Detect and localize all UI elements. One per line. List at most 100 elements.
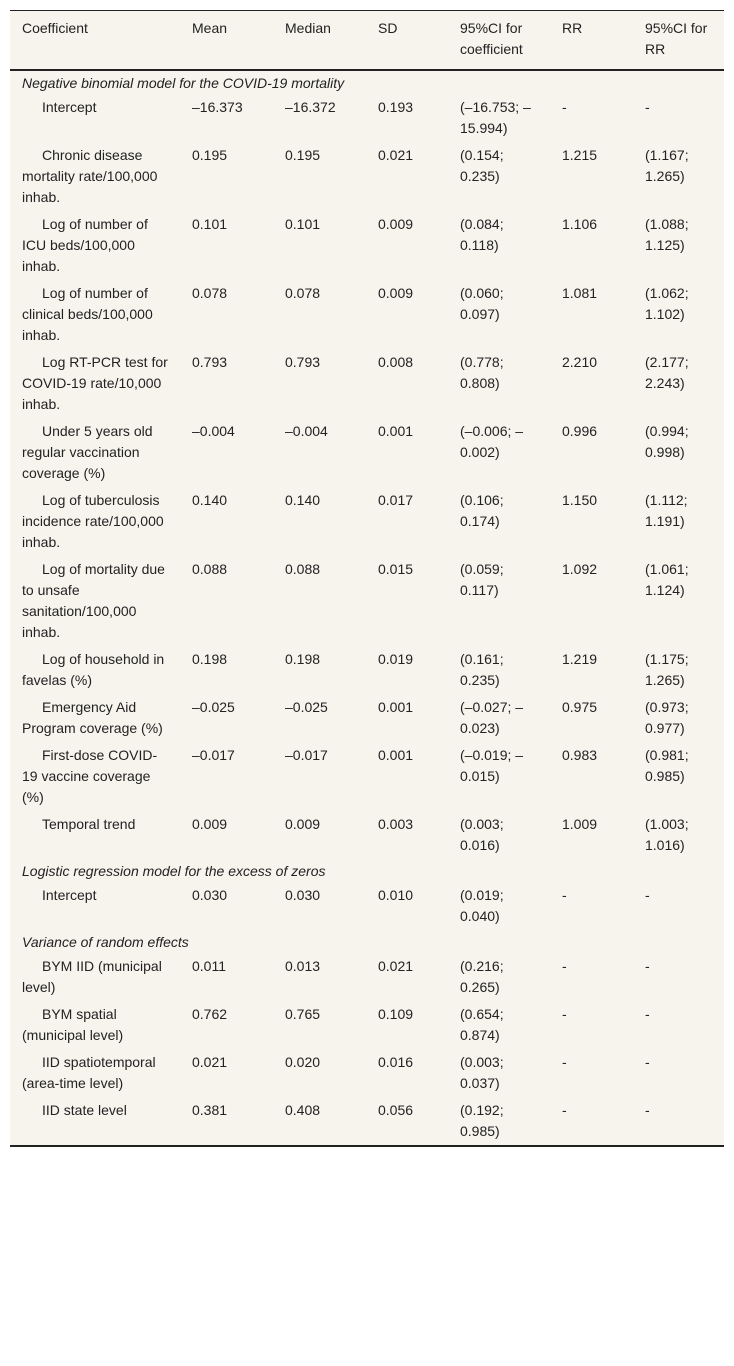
coefficient-table: Coefficient Mean Median SD 95%CI for coeffic… bbox=[10, 10, 724, 1147]
cell-rr: 1.106 bbox=[562, 216, 598, 232]
cell-sd: 0.009 bbox=[378, 285, 414, 301]
cell-ci-coefficient: (–0.006; –0.002) bbox=[460, 423, 524, 460]
table-row: BYM IID (municipal level) 0.011 0.013 0.021… bbox=[10, 953, 724, 1001]
cell-coefficient: IID state level bbox=[42, 1102, 127, 1118]
cell-sd: 0.056 bbox=[378, 1102, 414, 1118]
cell-sd: 0.109 bbox=[378, 1006, 414, 1022]
header-mean: Mean bbox=[180, 10, 273, 71]
cell-ci-coefficient: (–16.753; –15.994) bbox=[460, 99, 531, 136]
cell-median: –0.017 bbox=[285, 747, 328, 763]
cell-ci-rr: (2.177; 2.243) bbox=[645, 354, 689, 391]
cell-coefficient: Chronic disease mortality rate/100,000 i… bbox=[22, 147, 158, 205]
cell-median: 0.195 bbox=[285, 147, 321, 163]
cell-median: 0.078 bbox=[285, 285, 321, 301]
cell-sd: 0.193 bbox=[378, 99, 414, 115]
cell-ci-rr: (0.981; 0.985) bbox=[645, 747, 689, 784]
cell-rr: 1.009 bbox=[562, 816, 598, 832]
cell-ci-coefficient: (0.059; 0.117) bbox=[460, 561, 504, 598]
cell-rr: 1.215 bbox=[562, 147, 598, 163]
header-median: Median bbox=[273, 10, 366, 71]
header-rr: RR bbox=[550, 10, 633, 71]
table-row: Log of household in favelas (%) 0.198 0.19… bbox=[10, 646, 724, 694]
cell-ci-coefficient: (0.084; 0.118) bbox=[460, 216, 504, 253]
cell-rr: - bbox=[562, 958, 567, 974]
cell-median: –16.372 bbox=[285, 99, 336, 115]
cell-median: 0.088 bbox=[285, 561, 321, 577]
cell-rr: 0.996 bbox=[562, 423, 598, 439]
cell-coefficient: Under 5 years old regular vaccination co… bbox=[22, 423, 153, 481]
cell-coefficient: IID spatiotemporal (area-time level) bbox=[22, 1054, 156, 1091]
cell-rr: 0.983 bbox=[562, 747, 598, 763]
cell-mean: 0.011 bbox=[192, 958, 226, 974]
cell-ci-rr: - bbox=[645, 1006, 650, 1022]
cell-sd: 0.001 bbox=[378, 699, 414, 715]
cell-median: 0.198 bbox=[285, 651, 321, 667]
cell-sd: 0.021 bbox=[378, 958, 414, 974]
cell-sd: 0.010 bbox=[378, 887, 414, 903]
cell-coefficient: BYM spatial (municipal level) bbox=[22, 1006, 124, 1043]
cell-median: 0.140 bbox=[285, 492, 321, 508]
cell-ci-rr: (1.003; 1.016) bbox=[645, 816, 689, 853]
cell-coefficient: Log of number of ICU beds/100,000 inhab. bbox=[22, 216, 148, 274]
cell-mean: 0.030 bbox=[192, 887, 228, 903]
cell-ci-coefficient: (0.154; 0.235) bbox=[460, 147, 504, 184]
cell-rr: - bbox=[562, 1006, 567, 1022]
cell-median: 0.408 bbox=[285, 1102, 321, 1118]
cell-mean: 0.021 bbox=[192, 1054, 228, 1070]
cell-ci-coefficient: (0.161; 0.235) bbox=[460, 651, 504, 688]
cell-mean: 0.078 bbox=[192, 285, 228, 301]
cell-sd: 0.019 bbox=[378, 651, 414, 667]
cell-mean: –16.373 bbox=[192, 99, 243, 115]
cell-mean: 0.088 bbox=[192, 561, 228, 577]
cell-mean: 0.198 bbox=[192, 651, 228, 667]
cell-rr: 1.081 bbox=[562, 285, 598, 301]
cell-coefficient: BYM IID (municipal level) bbox=[22, 958, 162, 995]
cell-ci-coefficient: (0.060; 0.097) bbox=[460, 285, 504, 322]
cell-mean: –0.025 bbox=[192, 699, 235, 715]
cell-ci-coefficient: (0.654; 0.874) bbox=[460, 1006, 504, 1043]
cell-median: –0.025 bbox=[285, 699, 328, 715]
table-row: Intercept 0.030 0.030 0.010 (0.019; 0.040) - - bbox=[10, 882, 724, 930]
header-row: Coefficient Mean Median SD 95%CI for coeffic… bbox=[10, 10, 724, 71]
cell-ci-rr: (0.994; 0.998) bbox=[645, 423, 689, 460]
cell-mean: 0.009 bbox=[192, 816, 228, 832]
cell-mean: –0.017 bbox=[192, 747, 235, 763]
cell-ci-rr: (1.112; 1.191) bbox=[645, 492, 688, 529]
cell-rr: 2.210 bbox=[562, 354, 598, 370]
cell-mean: 0.793 bbox=[192, 354, 228, 370]
cell-ci-rr: (1.167; 1.265) bbox=[645, 147, 689, 184]
cell-ci-coefficient: (0.216; 0.265) bbox=[460, 958, 504, 995]
table-row: IID state level 0.381 0.408 0.056 (0.192; 0.… bbox=[10, 1097, 724, 1146]
cell-coefficient: Log of household in favelas (%) bbox=[22, 651, 165, 688]
table-row: Log RT-PCR test for COVID-19 rate/10,000… bbox=[10, 349, 724, 418]
cell-mean: 0.140 bbox=[192, 492, 228, 508]
table-row: Log of tuberculosis incidence rate/100,0… bbox=[10, 487, 724, 556]
cell-ci-rr: (0.973; 0.977) bbox=[645, 699, 689, 736]
group-row: Logistic regression model for the excess… bbox=[10, 859, 724, 882]
cell-ci-rr: - bbox=[645, 958, 650, 974]
cell-ci-rr: - bbox=[645, 1054, 650, 1070]
cell-ci-coefficient: (–0.027; –0.023) bbox=[460, 699, 524, 736]
cell-rr: 1.219 bbox=[562, 651, 598, 667]
table-row: Temporal trend 0.009 0.009 0.003 (0.003; 0.0… bbox=[10, 811, 724, 859]
cell-median: 0.793 bbox=[285, 354, 321, 370]
cell-coefficient: Emergency Aid Program coverage (%) bbox=[22, 699, 163, 736]
table-row: IID spatiotemporal (area-time level) 0.02… bbox=[10, 1049, 724, 1097]
cell-sd: 0.003 bbox=[378, 816, 414, 832]
cell-ci-coefficient: (0.003; 0.037) bbox=[460, 1054, 504, 1091]
cell-ci-rr: (1.088; 1.125) bbox=[645, 216, 689, 253]
cell-median: 0.020 bbox=[285, 1054, 321, 1070]
cell-median: 0.013 bbox=[285, 958, 321, 974]
cell-ci-coefficient: (0.019; 0.040) bbox=[460, 887, 504, 924]
cell-sd: 0.001 bbox=[378, 423, 414, 439]
cell-coefficient: Log of tuberculosis incidence rate/100,0… bbox=[22, 492, 164, 550]
cell-rr: - bbox=[562, 1054, 567, 1070]
cell-ci-rr: (1.062; 1.102) bbox=[645, 285, 689, 322]
cell-coefficient: Intercept bbox=[42, 887, 97, 903]
cell-sd: 0.016 bbox=[378, 1054, 414, 1070]
cell-coefficient: Log RT-PCR test for COVID-19 rate/10,000… bbox=[22, 354, 168, 412]
table-row: Emergency Aid Program coverage (%) –0.025… bbox=[10, 694, 724, 742]
header-coefficient: Coefficient bbox=[10, 10, 180, 71]
cell-mean: 0.381 bbox=[192, 1102, 228, 1118]
cell-mean: 0.101 bbox=[192, 216, 228, 232]
